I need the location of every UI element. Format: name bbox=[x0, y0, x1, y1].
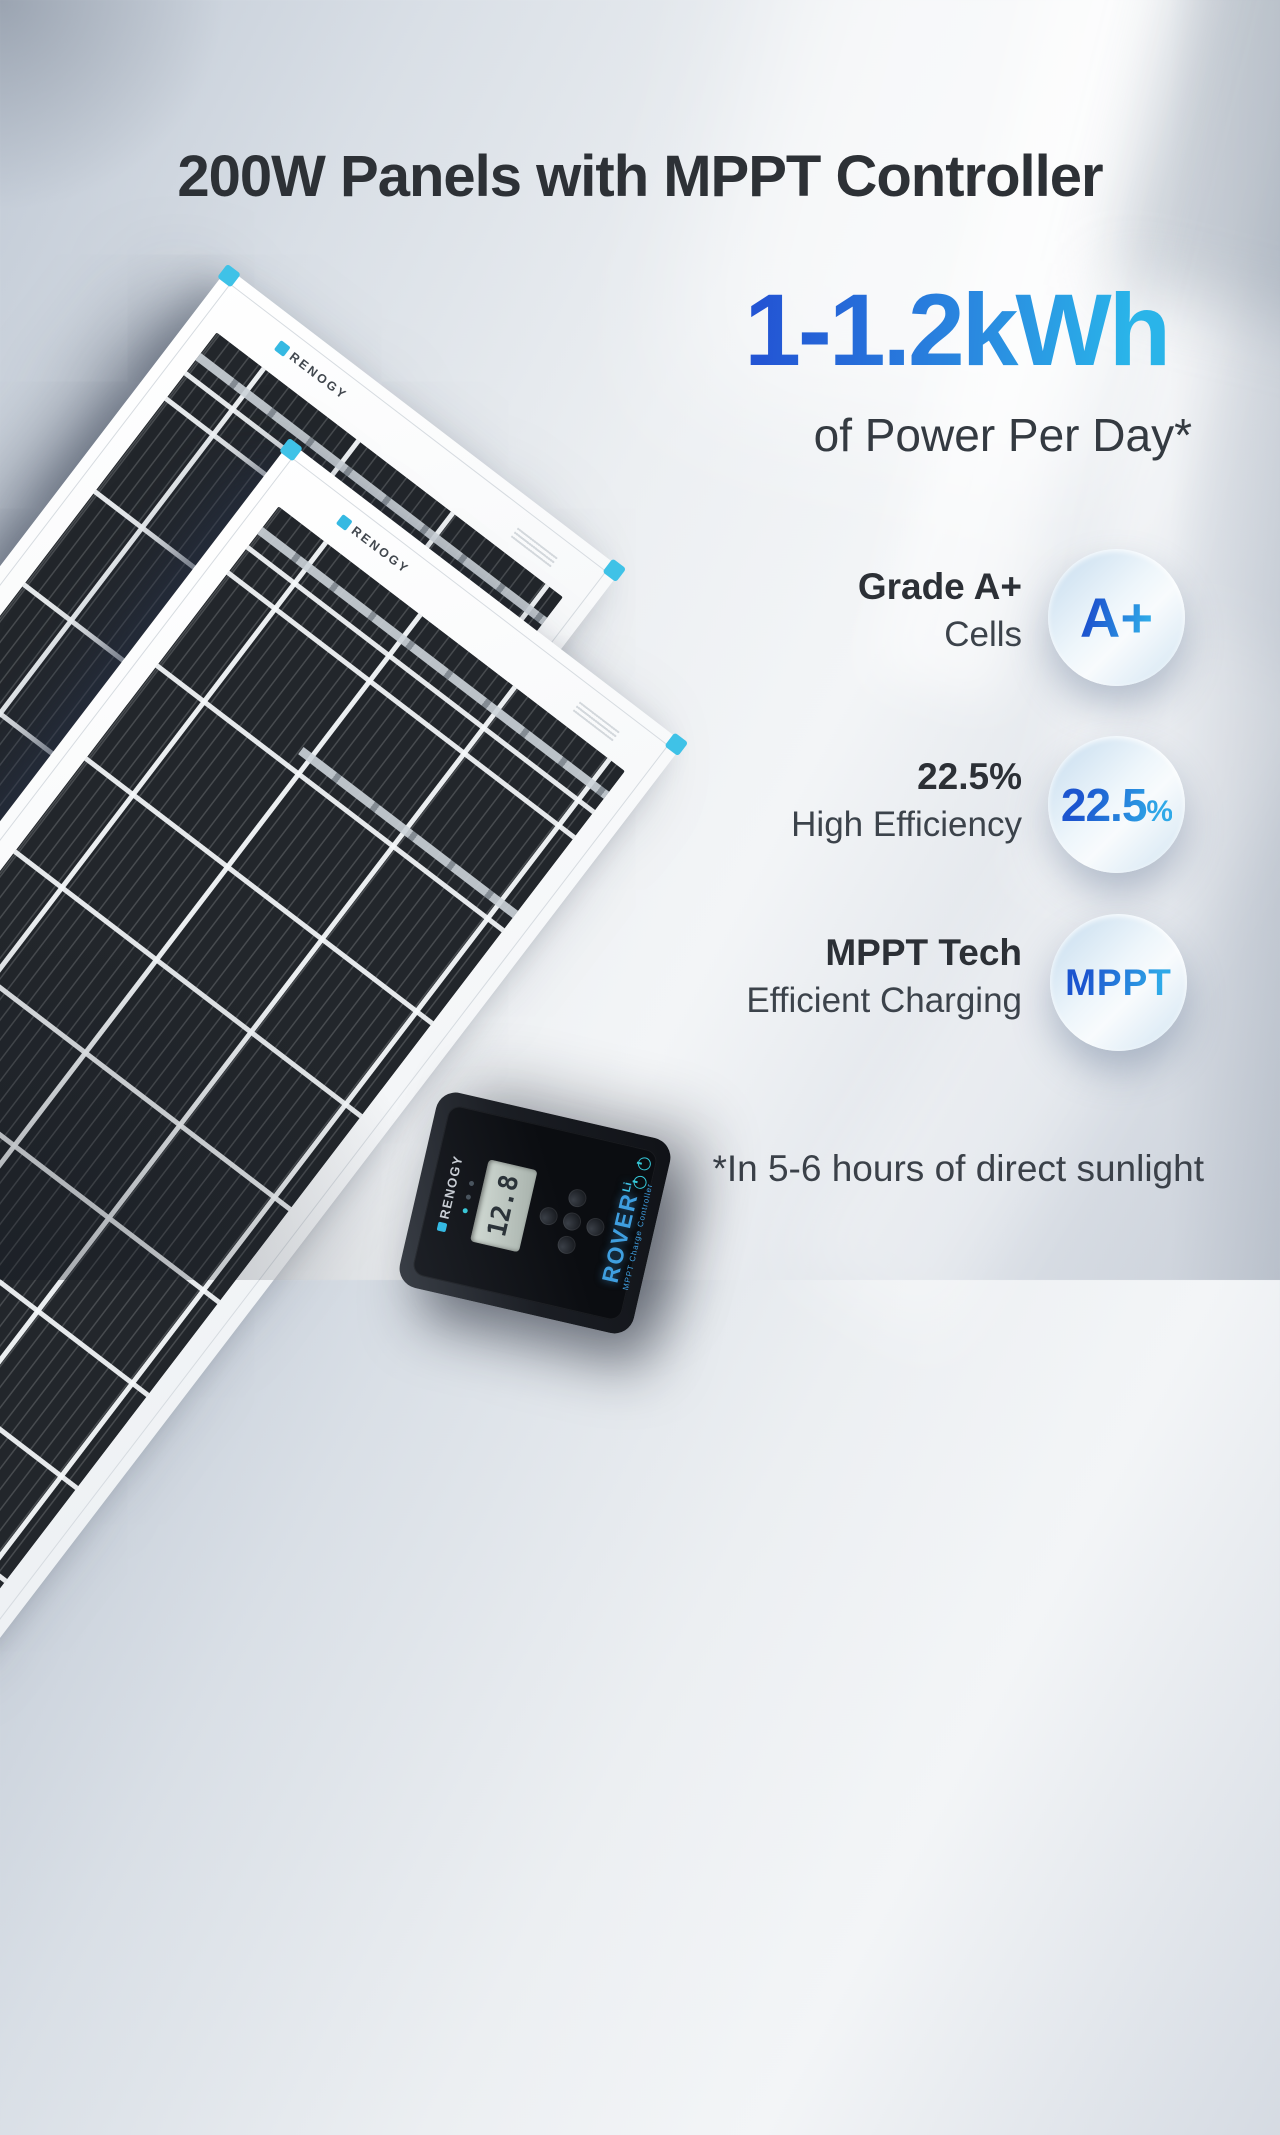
feature-label-regular: High Efficiency bbox=[791, 805, 1022, 844]
controller-lcd-screen: 12.8 bbox=[470, 1159, 538, 1253]
feature-label-regular: Cells bbox=[944, 615, 1022, 654]
feature-efficiency-label: 22.5% High Efficiency bbox=[791, 752, 1022, 848]
renogy-logo-icon bbox=[436, 1221, 448, 1233]
led-indicator-icon bbox=[465, 1194, 472, 1201]
led-indicator-icon bbox=[462, 1208, 469, 1215]
panel-spec-label-marks bbox=[572, 701, 620, 742]
badge-grade-a: A+ bbox=[1048, 549, 1185, 686]
badge-value: 22.5 bbox=[1060, 778, 1147, 831]
badge-unit: % bbox=[1146, 794, 1173, 828]
feature-label-bold: MPPT Tech bbox=[825, 932, 1022, 973]
right-button bbox=[566, 1187, 589, 1209]
panel-corner-cap-icon bbox=[664, 732, 689, 757]
up-button bbox=[537, 1205, 560, 1227]
feature-label-regular: Efficient Charging bbox=[746, 981, 1022, 1020]
panel-glare-strip bbox=[297, 746, 519, 919]
badge-mppt: MPPT bbox=[1050, 914, 1187, 1051]
page-title: 200W Panels with MPPT Controller bbox=[177, 143, 1103, 209]
controller-button-pad bbox=[532, 1182, 611, 1261]
panel-spec-label-marks bbox=[510, 527, 558, 568]
controller-face: RENOGY 12.8 ROVERLi MPPT Charge Controll… bbox=[411, 1104, 659, 1322]
feature-mppt-label: MPPT Tech Efficient Charging bbox=[746, 928, 1022, 1024]
led-indicator-icon bbox=[468, 1180, 475, 1187]
lcd-value: 12.8 bbox=[482, 1171, 526, 1240]
badge-text: 22.5% bbox=[1061, 778, 1172, 832]
renogy-logo-icon bbox=[273, 340, 291, 357]
badge-text: MPPT bbox=[1065, 961, 1172, 1003]
feature-label-bold: 22.5% bbox=[917, 756, 1022, 797]
badge-efficiency: 22.5% bbox=[1048, 736, 1185, 873]
feature-label-bold: Grade A+ bbox=[857, 566, 1022, 607]
headline-kwh: 1-1.2kWh bbox=[744, 273, 1171, 387]
renogy-logo-icon bbox=[335, 514, 353, 531]
badge-text: A+ bbox=[1079, 586, 1154, 649]
headline-subtitle: of Power Per Day* bbox=[813, 409, 1192, 461]
panel-corner-cap-icon bbox=[602, 558, 627, 583]
controller-brand-text: RENOGY bbox=[436, 1153, 466, 1221]
panel-corner-cap-icon bbox=[217, 263, 241, 288]
mppt-charge-controller: RENOGY 12.8 ROVERLi MPPT Charge Controll… bbox=[395, 1088, 675, 1338]
down-button bbox=[584, 1216, 607, 1238]
feature-grade-a-label: Grade A+ Cells bbox=[858, 562, 1022, 658]
footnote: *In 5-6 hours of direct sunlight bbox=[712, 1148, 1204, 1189]
center-button bbox=[561, 1210, 583, 1233]
left-button bbox=[555, 1234, 578, 1256]
